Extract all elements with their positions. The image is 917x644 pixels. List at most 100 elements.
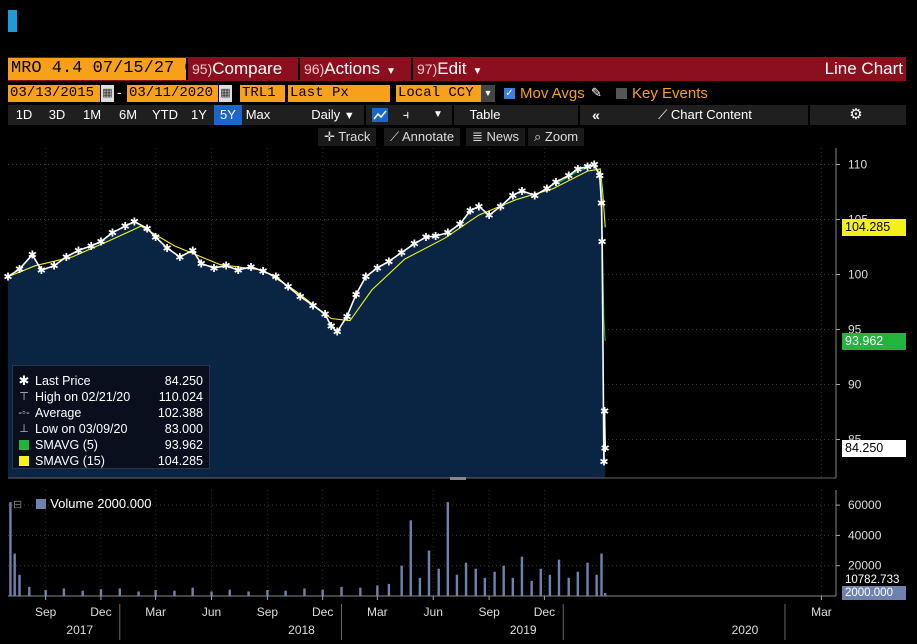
period-tab-3d[interactable]: 3D [48, 107, 66, 122]
price-point-marker: ✱ [530, 189, 539, 202]
period-tab-max[interactable]: Max [245, 107, 271, 122]
volume-bar [409, 520, 412, 596]
volume-bar [228, 589, 231, 596]
collapse-left-icon[interactable]: « [592, 107, 600, 123]
field-code[interactable]: TRL1 [240, 85, 285, 102]
annotate-tool[interactable]: ⟋ Annotate [384, 128, 461, 146]
month-tick-label: Dec [90, 605, 111, 619]
legend-row-average: -◦- Average 102.388 [17, 405, 203, 421]
divider [578, 105, 580, 125]
line-chart-icon[interactable] [368, 105, 392, 125]
volume-tick-label: 40000 [848, 528, 882, 542]
volume-bar [9, 502, 12, 596]
calendar-icon[interactable]: ▦ [219, 85, 232, 102]
compare-menu[interactable]: 95)Compare [186, 58, 296, 80]
month-tick-label: Jun [202, 605, 221, 619]
period-tab-6m[interactable]: 6M [118, 107, 138, 122]
price-point-marker: ✱ [327, 320, 336, 333]
volume-bar [210, 591, 213, 596]
period-tab-5y[interactable]: 5Y [214, 105, 242, 125]
price-point-marker: ✱ [455, 218, 464, 231]
month-tick-label: Mar [367, 605, 388, 619]
price-point-marker: ✱ [595, 170, 604, 183]
chevron-down-icon[interactable]: ▼ [481, 85, 495, 102]
pencil-icon[interactable]: ✎ [591, 85, 602, 100]
chevron-down-icon[interactable]: ▼ [433, 109, 443, 120]
price-point-marker: ✱ [3, 271, 12, 284]
track-tool[interactable]: ✛ Track [318, 128, 377, 146]
volume-panel [8, 490, 836, 596]
volume-bar [427, 550, 431, 596]
volume-tick-label: 20000 [848, 559, 882, 573]
ticker-field[interactable]: MRO 4.4 07/15/27 Corp [8, 58, 186, 80]
volume-bar [493, 571, 496, 596]
volume-bar [530, 580, 533, 596]
mov-avgs-checkbox[interactable]: ✓ [504, 88, 515, 99]
calendar-icon[interactable]: ▦ [101, 85, 114, 102]
frequency-select[interactable]: Daily ▼ [303, 105, 363, 125]
smavg15-price-label: 104.285 [842, 219, 906, 237]
price-point-marker: ✱ [188, 244, 197, 257]
legend-row-low: ⊥ Low on 03/09/20 83.000 [17, 421, 203, 437]
search-icon: ⌕ [534, 129, 542, 144]
volume-bar [595, 574, 598, 596]
chart-content-button[interactable]: ⟋ Chart Content [650, 105, 760, 125]
price-point-marker: ✱ [246, 261, 255, 274]
month-tick-label: Dec [312, 605, 333, 619]
zoom-tool[interactable]: ⌕ Zoom [528, 128, 585, 146]
key-events-checkbox[interactable] [616, 88, 627, 99]
edit-menu-label: Edit [437, 59, 467, 78]
volume-bar [600, 553, 603, 596]
volume-bar [62, 588, 66, 596]
edit-menu[interactable]: 97)Edit ▼ [411, 58, 494, 80]
actions-menu[interactable]: 96)Actions ▼ [298, 58, 409, 80]
price-point-marker: ✱ [234, 264, 243, 277]
volume-bar [576, 571, 580, 596]
period-tab-1y[interactable]: 1Y [191, 107, 207, 122]
volume-bar [137, 591, 140, 596]
asterisk-icon: ✱ [18, 373, 30, 388]
input-cursor [8, 10, 17, 32]
price-point-marker: ✱ [551, 176, 560, 189]
volume-swatch [36, 499, 47, 509]
price-point-marker: ✱ [62, 251, 71, 264]
smavg5-swatch [19, 440, 29, 450]
bar-style-icon[interactable]: ⫞ [402, 107, 410, 122]
field-name[interactable]: Last Px [288, 85, 390, 102]
volume-legend-label: Volume [50, 496, 94, 511]
gear-icon[interactable]: ⚙ [849, 106, 863, 123]
currency-field[interactable]: Local CCY [396, 85, 481, 102]
chart-legend[interactable]: ✱ Last Price 84.250 ⊤ High on 02/21/20 1… [12, 365, 210, 469]
average-marker-icon: -◦- [18, 407, 30, 419]
news-tool[interactable]: ≣ News [466, 128, 526, 146]
price-point-marker: ✱ [542, 183, 551, 196]
period-tab-1d[interactable]: 1D [15, 107, 33, 122]
volume-bar [99, 589, 103, 596]
month-tick-label: Sep [35, 605, 57, 619]
price-point-marker: ✱ [283, 281, 292, 294]
legend-row-smavg15: SMAVG (15) 104.285 [17, 453, 203, 469]
track-label: Track [338, 129, 371, 144]
price-point-marker: ✱ [599, 456, 608, 469]
legend-row-last-price: ✱ Last Price 84.250 [17, 373, 203, 389]
price-tick-label: 100 [848, 268, 868, 282]
volume-legend: ⊟ Volume 2000.000 [13, 495, 151, 513]
volume-bar [321, 589, 324, 596]
price-point-marker: ✱ [28, 249, 37, 262]
crosshair-icon: ✛ [324, 129, 335, 144]
chart-content-icon: ⟋ [658, 107, 668, 122]
key-events-label: Key Events [632, 85, 708, 102]
price-point-marker: ✱ [564, 170, 573, 183]
table-button[interactable]: Table [469, 107, 501, 122]
start-date-field[interactable]: 03/13/2015 [8, 85, 100, 102]
volume-bar [303, 588, 306, 596]
period-tab-ytd[interactable]: YTD [152, 107, 178, 122]
period-tab-1m[interactable]: 1M [82, 107, 102, 122]
price-point-marker: ✱ [333, 326, 342, 339]
price-point-marker: ✱ [485, 209, 494, 222]
smavg5-price-label: 93.962 [842, 332, 906, 350]
end-date-field[interactable]: 03/11/2020 [127, 85, 218, 102]
date-separator: - [117, 84, 122, 100]
volume-bar [557, 559, 561, 596]
